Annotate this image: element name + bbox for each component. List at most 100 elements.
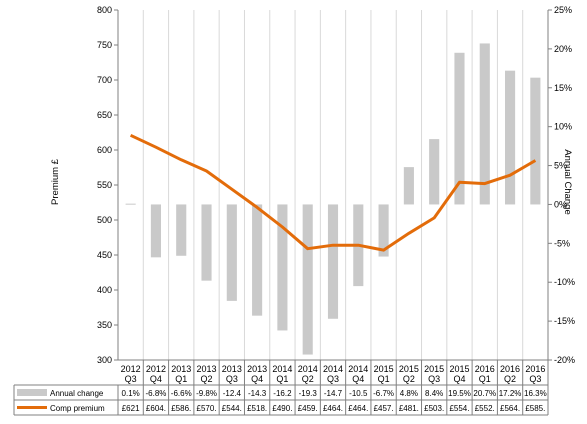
left-tick-label: 450: [97, 250, 112, 260]
category-year-label: 2013: [197, 364, 217, 374]
bar-annual-change: [252, 204, 263, 316]
right-tick-label: 10%: [554, 122, 572, 132]
left-axis-title: Premium £: [50, 158, 61, 205]
comp-premium-line-group: [129, 133, 537, 252]
left-tick-label: 400: [97, 285, 112, 295]
table-cell-annual-change: -6.8%: [145, 389, 166, 398]
category-year-label: 2014: [348, 364, 368, 374]
table-cell-annual-change: -19.3: [299, 389, 318, 398]
table-cell-comp-premium: £518.: [247, 404, 267, 413]
table-cell-annual-change: -6.7%: [373, 389, 394, 398]
category-quarter-label: Q1: [378, 374, 390, 384]
category-year-label: 2013: [171, 364, 191, 374]
left-tick-label: 300: [97, 355, 112, 365]
right-tick-label: 25%: [554, 5, 572, 15]
category-quarter-label: Q3: [327, 374, 339, 384]
table-cell-comp-premium: £503.: [424, 404, 444, 413]
right-tick-label: 0%: [554, 199, 567, 209]
right-tick-label: -5%: [554, 238, 570, 248]
table-cell-annual-change: -14.3: [248, 389, 267, 398]
right-tick-label: 20%: [554, 44, 572, 54]
right-tick-label: -15%: [554, 316, 575, 326]
category-quarter-label: Q4: [150, 374, 162, 384]
bar-annual-change: [150, 204, 161, 258]
category-quarter-label: Q2: [403, 374, 415, 384]
category-quarter-label: Q1: [479, 374, 491, 384]
left-tick-label: 350: [97, 320, 112, 330]
category-year-label: 2012: [146, 364, 166, 374]
table-cell-comp-premium: £544.: [222, 404, 242, 413]
annual-change-bars: [125, 43, 541, 355]
legend-comp-premium-label: Comp premium: [50, 404, 105, 413]
right-tick-label: 15%: [554, 83, 572, 93]
category-quarter-label: Q4: [453, 374, 465, 384]
table-cell-comp-premium: £570.: [197, 404, 217, 413]
left-tick-label: 700: [97, 75, 112, 85]
bar-annual-change: [429, 139, 440, 205]
table-cell-annual-change: 0.1%: [122, 389, 140, 398]
right-tick-label: -10%: [554, 277, 575, 287]
table-cell-annual-change: 19.5%: [448, 389, 471, 398]
category-year-label: 2014: [323, 364, 343, 374]
left-axis-ticks: 300 350 400 450 500 550 600 650 700 750 800: [97, 5, 118, 365]
left-tick-label: 600: [97, 145, 112, 155]
category-quarter-label: Q3: [125, 374, 137, 384]
table-cell-comp-premium: £585.: [525, 404, 545, 413]
table-cell-comp-premium: £604.: [146, 404, 166, 413]
left-tick-label: 550: [97, 180, 112, 190]
category-year-label: 2016: [525, 364, 545, 374]
table-cell-comp-premium: £621: [122, 404, 140, 413]
category-year-label: 2014: [272, 364, 292, 374]
table-cell-comp-premium: £564.: [500, 404, 520, 413]
category-labels: 2012Q32012Q42013Q12013Q22013Q32013Q42014…: [121, 364, 546, 384]
table-cell-annual-change: -14.7: [324, 389, 343, 398]
table-cell-annual-change: -6.6%: [171, 389, 192, 398]
comp-premium-line: [129, 133, 537, 252]
bar-annual-change: [454, 52, 465, 205]
category-year-label: 2015: [374, 364, 394, 374]
category-year-label: 2016: [500, 364, 520, 374]
left-tick-label: 750: [97, 40, 112, 50]
table-cell-annual-change: 4.8%: [400, 389, 418, 398]
category-year-label: 2014: [298, 364, 318, 374]
table-cell-annual-change: 16.3%: [524, 389, 547, 398]
left-tick-label: 500: [97, 215, 112, 225]
category-year-label: 2015: [449, 364, 469, 374]
table-cell-annual-change: -16.2: [273, 389, 292, 398]
bar-annual-change: [302, 204, 313, 355]
category-quarter-label: Q3: [428, 374, 440, 384]
table-cell-comp-premium: £554.: [449, 404, 469, 413]
category-quarter-label: Q2: [302, 374, 314, 384]
grid-lines: [142, 10, 524, 360]
right-axis-ticks: -20% -15% -10% -5% 0% 5% 10% 15% 20% 25%: [548, 5, 575, 365]
bar-annual-change: [403, 167, 414, 205]
category-quarter-label: Q4: [352, 374, 364, 384]
category-quarter-label: Q1: [276, 374, 288, 384]
category-year-label: 2015: [399, 364, 419, 374]
category-year-label: 2012: [121, 364, 141, 374]
table-cell-comp-premium: £459.: [298, 404, 318, 413]
category-quarter-label: Q3: [226, 374, 238, 384]
table-cell-annual-change: 8.4%: [425, 389, 443, 398]
bar-annual-change: [378, 204, 389, 257]
table-cell-comp-premium: £457.: [374, 404, 394, 413]
category-quarter-label: Q2: [201, 374, 213, 384]
table-cell-annual-change: 20.7%: [473, 389, 496, 398]
table-cell-comp-premium: £586.: [171, 404, 191, 413]
category-year-label: 2013: [247, 364, 267, 374]
table-cell-annual-change: -10.5: [349, 389, 368, 398]
bar-annual-change: [327, 204, 339, 319]
right-tick-label: -20%: [554, 355, 575, 365]
legend-annual-change-key: [17, 389, 47, 396]
table-cell-comp-premium: £464.: [323, 404, 343, 413]
right-axis-title: Annual Change: [562, 149, 573, 215]
category-quarter-label: Q1: [175, 374, 187, 384]
bar-annual-change: [226, 204, 237, 301]
left-tick-label: 650: [97, 110, 112, 120]
bar-annual-change: [125, 203, 136, 205]
bar-annual-change: [530, 77, 541, 205]
table-cell-comp-premium: £490.: [272, 404, 292, 413]
category-quarter-label: Q3: [529, 374, 541, 384]
